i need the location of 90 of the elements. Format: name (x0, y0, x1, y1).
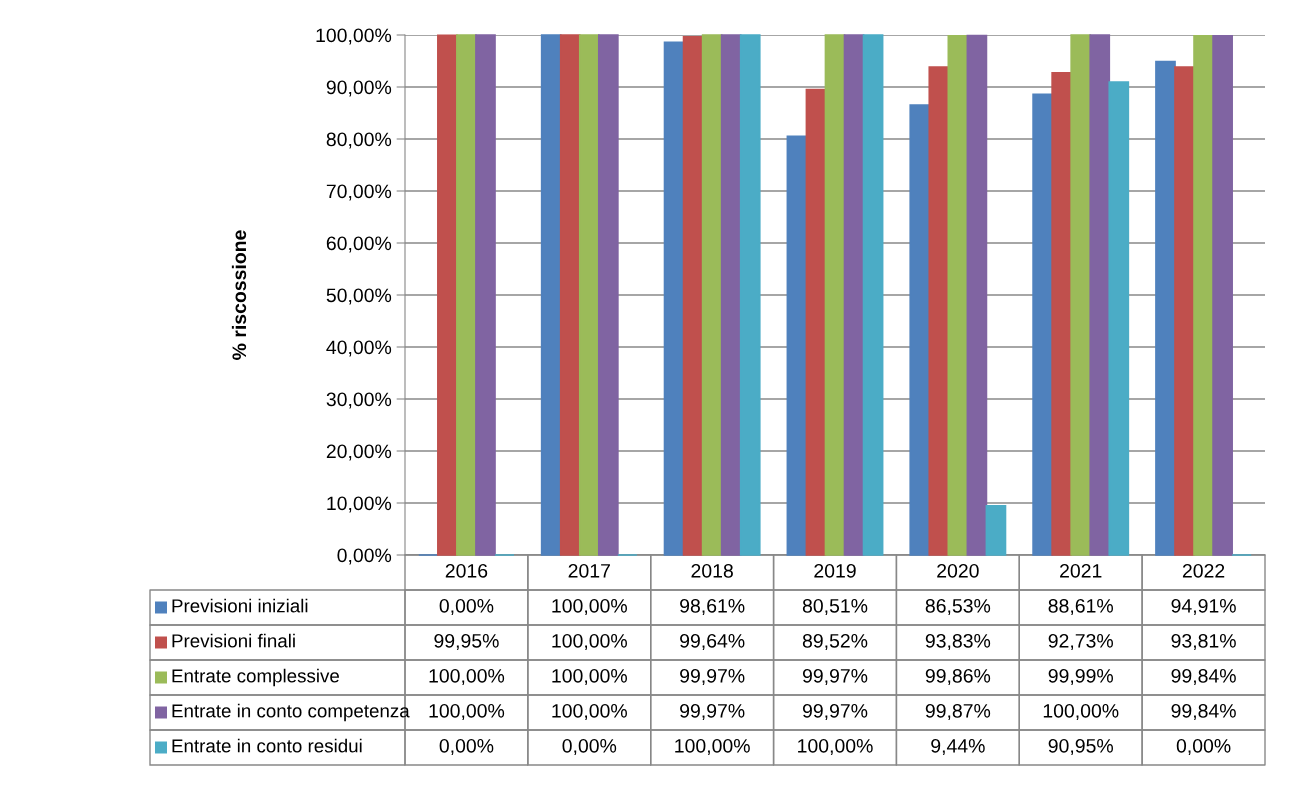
data-label: 99,97% (680, 703, 745, 721)
bar (805, 88, 827, 556)
x-tick-label: 2021 (1060, 563, 1102, 578)
data-label: 94,91% (1171, 598, 1236, 616)
bar (720, 34, 742, 556)
bar (843, 34, 865, 556)
data-label: 99,84% (1171, 703, 1236, 721)
y-tick-label: 30,00% (326, 392, 392, 409)
bar (1193, 34, 1214, 556)
data-label: 88,61% (1048, 598, 1113, 616)
y-tick-label: 0,00% (337, 548, 392, 565)
data-label: 99,97% (802, 703, 868, 721)
bar (947, 34, 969, 556)
bar (578, 34, 600, 556)
data-label: 99,95% (434, 633, 499, 651)
bar (1070, 34, 1092, 556)
bar (597, 34, 619, 556)
x-tick-label: 2020 (937, 563, 979, 578)
legend-label: Entrate complessive (172, 668, 339, 687)
y-tick-label: 50,00% (326, 288, 392, 305)
bar (1108, 81, 1130, 556)
data-label: 92,73% (1048, 633, 1113, 651)
data-label: 86,53% (925, 598, 991, 616)
data-label: 93,83% (925, 633, 991, 651)
bar (437, 34, 458, 556)
data-label: 100,00% (552, 598, 627, 616)
bar (1032, 93, 1053, 556)
data-label: 98,61% (680, 598, 745, 616)
bar (682, 36, 704, 556)
legend-label: Entrate in conto competenza (172, 703, 410, 722)
data-label: 99,97% (680, 668, 745, 686)
data-label: 0,00% (562, 738, 617, 756)
data-label: 0,00% (439, 738, 494, 756)
y-tick-label: 90,00% (326, 80, 392, 97)
data-label: 99,87% (925, 703, 991, 721)
bar (663, 41, 685, 556)
bar (701, 34, 723, 556)
bar (739, 34, 761, 556)
bar (966, 34, 988, 556)
y-tick-label: 10,00% (327, 496, 392, 513)
data-label: 0,00% (439, 598, 494, 616)
y-tick-label: 40,00% (326, 340, 392, 357)
y-tick-label: 80,00% (326, 132, 392, 149)
bar (475, 34, 496, 556)
data-label: 100,00% (429, 703, 505, 721)
data-label: 100,00% (552, 668, 627, 686)
data-label: 99,99% (1048, 668, 1113, 686)
data-label: 100,00% (429, 668, 505, 686)
bar (909, 104, 931, 556)
bar (1212, 34, 1233, 556)
data-label: 100,00% (798, 738, 873, 756)
bar (540, 34, 562, 556)
y-tick-label: 60,00% (326, 236, 392, 253)
data-label: 0,00% (1176, 738, 1231, 756)
data-label: 100,00% (675, 738, 750, 756)
data-label: 100,00% (1043, 703, 1119, 721)
data-label: 99,64% (680, 633, 745, 651)
bar (456, 34, 477, 556)
x-tick-label: 2017 (568, 563, 610, 578)
x-tick-label: 2019 (814, 563, 856, 578)
data-label: 99,97% (802, 668, 868, 686)
data-label: 100,00% (552, 703, 627, 721)
x-tick-label: 2022 (1182, 563, 1225, 578)
bar (928, 66, 950, 556)
legend-label: Entrate in conto residui (172, 738, 362, 753)
bar (559, 34, 581, 556)
x-tick-label: 2016 (445, 563, 488, 578)
bar (1051, 71, 1073, 556)
y-tick-label: 100,00% (316, 28, 392, 45)
data-label: 9,44% (931, 738, 985, 756)
y-tick-label: 20,00% (326, 444, 392, 461)
bar (786, 135, 808, 556)
bar (862, 34, 884, 556)
bar (824, 34, 846, 556)
data-label: 93,81% (1171, 633, 1236, 651)
data-label: 100,00% (552, 633, 627, 651)
data-label: 80,51% (802, 598, 868, 616)
data-label: 99,86% (925, 668, 991, 686)
y-tick-label: 70,00% (326, 184, 392, 201)
data-label: 90,95% (1048, 738, 1113, 756)
data-label: 99,84% (1171, 668, 1236, 686)
x-tick-label: 2018 (691, 563, 733, 578)
legend-label: Previsioni finali (172, 633, 295, 648)
legend-label: Previsioni iniziali (172, 598, 308, 613)
data-label: 89,52% (802, 633, 868, 651)
bar (985, 505, 1007, 556)
bar (1174, 66, 1195, 556)
bar (1155, 60, 1176, 556)
y-axis-title: % riscossione (231, 230, 247, 360)
bar (1089, 34, 1111, 556)
